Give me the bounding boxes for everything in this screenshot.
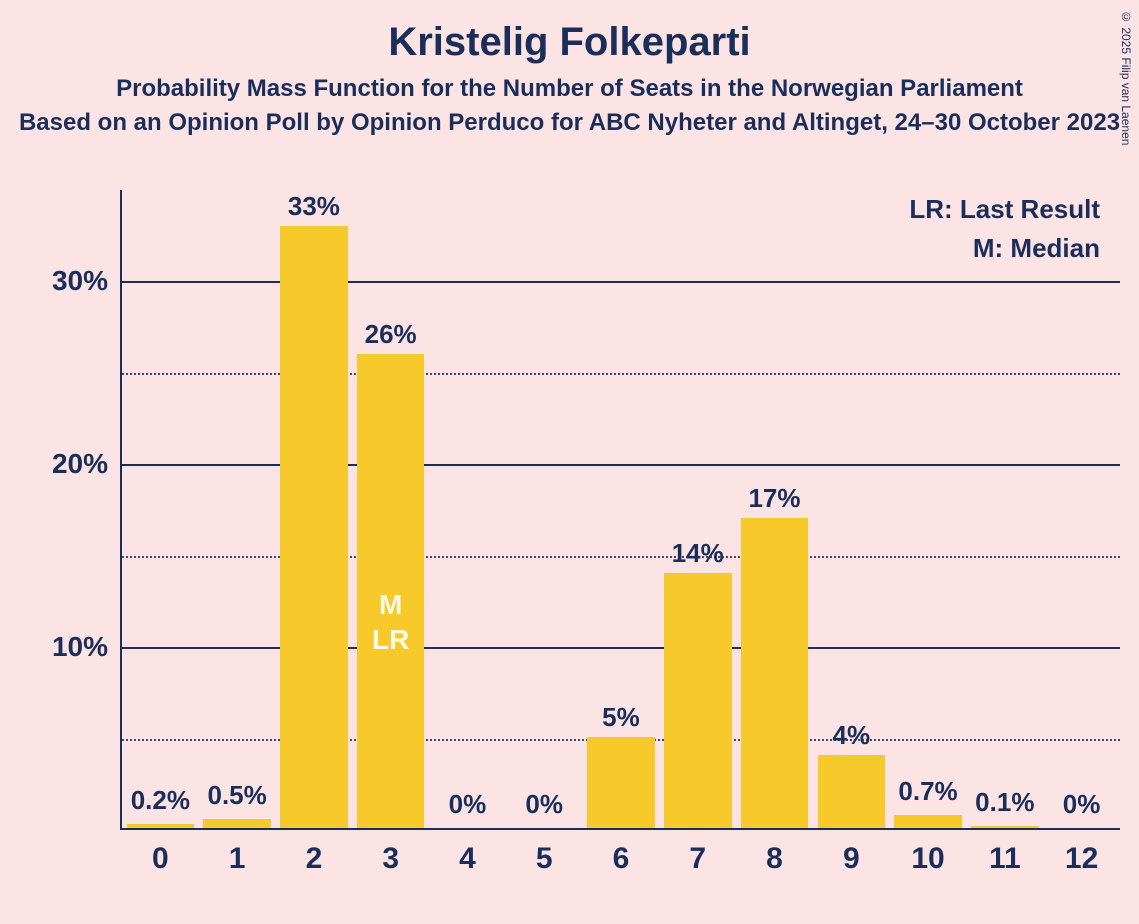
bar-value-label: 0% [449,789,487,820]
bar-value-label: 26% [365,319,417,350]
bar: 33% [280,226,348,828]
bar-column: 26%MLR3 [352,190,429,828]
bar-column: 5%6 [583,190,660,828]
y-tick-label: 30% [52,265,122,297]
bar-value-label: 0.5% [207,780,266,811]
bar-column: 33%2 [276,190,353,828]
x-tick-label: 1 [229,842,246,876]
bar-column: 14%7 [659,190,736,828]
bar-value-label: 33% [288,191,340,222]
x-tick-label: 12 [1065,842,1098,876]
bar-value-label: 14% [672,538,724,569]
y-tick-label: 10% [52,631,122,663]
bar-column: 17%8 [736,190,813,828]
x-tick-label: 0 [152,842,169,876]
bar-value-label: 17% [748,483,800,514]
bar: 0.7% [894,815,962,828]
bar: 5% [587,737,655,828]
x-tick-label: 3 [382,842,399,876]
bar: 4% [818,755,886,828]
x-tick-label: 4 [459,842,476,876]
bar-column: 0.7%10 [890,190,967,828]
x-tick-label: 9 [843,842,860,876]
bar-value-label: 0% [1063,789,1101,820]
bar-value-label: 0% [525,789,563,820]
bar-column: 0.2%0 [122,190,199,828]
x-tick-label: 6 [613,842,630,876]
x-tick-label: 5 [536,842,553,876]
chart-subtitle-2: Based on an Opinion Poll by Opinion Perd… [0,109,1139,137]
bars-container: 0.2%00.5%133%226%MLR30%40%55%614%717%84%… [122,190,1120,828]
bar-column: 0%4 [429,190,506,828]
x-tick-label: 10 [911,842,944,876]
bar: 0.2% [127,824,195,828]
bar: 26%MLR [357,354,425,828]
bar-column: 0.5%1 [199,190,276,828]
copyright-text: © 2025 Filip van Laenen [1119,10,1133,145]
x-tick-label: 8 [766,842,783,876]
x-tick-label: 11 [989,842,1021,876]
plot-area: LR: Last Result M: Median 0.2%00.5%133%2… [120,190,1120,830]
bar-value-label: 0.7% [898,776,957,807]
bar-column: 4%9 [813,190,890,828]
chart-title: Kristelig Folkeparti [0,0,1139,65]
bar: 17% [741,518,809,828]
x-tick-label: 7 [689,842,706,876]
bar-value-label: 0.2% [131,785,190,816]
x-tick-label: 2 [306,842,323,876]
bar-value-label: 5% [602,702,640,733]
bar: 0.1% [971,826,1039,828]
chart-area: LR: Last Result M: Median 0.2%00.5%133%2… [0,180,1139,900]
bar-column: 0%12 [1043,190,1120,828]
bar-annotation: MLR [372,587,409,657]
bar: 0.5% [203,819,271,828]
chart-subtitle-1: Probability Mass Function for the Number… [0,75,1139,103]
bar: 14% [664,573,732,828]
bar-value-label: 4% [832,720,870,751]
bar-column: 0.1%11 [966,190,1043,828]
bar-column: 0%5 [506,190,583,828]
bar-value-label: 0.1% [975,787,1034,818]
y-tick-label: 20% [52,448,122,480]
